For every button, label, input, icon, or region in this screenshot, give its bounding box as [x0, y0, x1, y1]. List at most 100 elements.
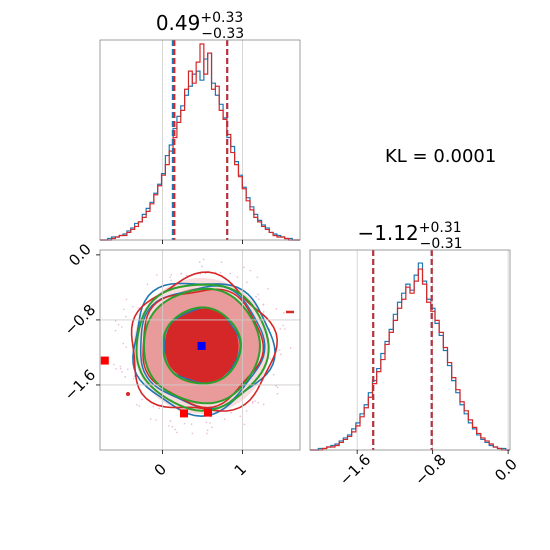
sample-dot — [230, 411, 232, 414]
sample-dot — [152, 405, 155, 408]
contour-green-inner — [161, 306, 242, 385]
sample-dot — [239, 415, 242, 418]
sample-dot — [136, 404, 138, 406]
sample-dot — [124, 376, 127, 378]
sample-dot — [201, 265, 203, 268]
sample-dot — [245, 410, 248, 412]
sample-dot — [262, 303, 265, 306]
sample-dot — [275, 308, 278, 310]
histogram-series-blue — [100, 52, 300, 241]
sample-dot — [119, 367, 122, 370]
y-tick-label: −0.8 — [61, 301, 99, 339]
sample-dot — [114, 320, 117, 322]
sample-dot — [168, 425, 170, 427]
sample-dot — [122, 342, 125, 345]
sample-dot — [125, 346, 127, 348]
sample-dot — [257, 298, 260, 300]
sample-dot — [262, 311, 265, 313]
sample-dot — [229, 272, 232, 275]
sample-dot — [267, 287, 269, 290]
title-value: −1.12 — [357, 221, 418, 245]
axes-frame — [309, 249, 511, 451]
sample-dot — [121, 371, 123, 373]
sample-dot — [269, 357, 271, 360]
sample-dot — [245, 281, 248, 284]
sample-dot — [149, 418, 152, 420]
sample-dot — [199, 273, 202, 275]
axes-frame — [99, 39, 301, 241]
blue-marker — [197, 341, 206, 350]
sample-dot — [174, 428, 176, 431]
sample-dot — [155, 274, 158, 276]
sample-dot — [190, 423, 193, 425]
sample-dot — [251, 402, 254, 404]
sample-dot — [132, 305, 134, 308]
sample-dot — [254, 400, 256, 402]
sample-dot — [170, 274, 173, 276]
red-marker — [180, 409, 188, 418]
sample-dot — [206, 432, 208, 435]
title-value: 0.49 — [156, 11, 201, 35]
panel-title-top-left: 0.49+0.33 −0.33 — [156, 10, 244, 42]
sample-dot — [202, 258, 205, 261]
panel-title-bottom-right: −1.12+0.31 −0.31 — [357, 220, 462, 252]
sample-dot — [282, 324, 285, 327]
title-minus: −0.31 — [420, 236, 463, 252]
sample-dot — [114, 329, 117, 332]
x-tick-label: 1 — [231, 460, 250, 479]
sample-dot — [272, 373, 275, 376]
sample-dot — [262, 403, 265, 406]
sample-dot — [249, 269, 252, 272]
sample-dot — [289, 347, 292, 349]
sample-dot — [284, 328, 286, 330]
x-tick-label: −0.8 — [411, 451, 449, 489]
x-tick-label: −1.6 — [336, 451, 374, 489]
outlier-dot — [126, 392, 130, 396]
sample-dot — [185, 274, 188, 277]
sample-dot — [171, 425, 174, 428]
x-tick-label: 0.0 — [491, 455, 521, 485]
sample-dot — [138, 405, 141, 407]
title-plus: +0.31 — [419, 220, 462, 236]
sample-dot — [257, 401, 260, 404]
y-tick-label: −1.6 — [61, 366, 99, 404]
sample-dot — [276, 392, 279, 395]
sample-dot — [122, 308, 125, 311]
sample-dot — [211, 426, 213, 429]
sample-dot — [243, 266, 245, 269]
sample-dot — [141, 398, 143, 401]
title-minus: −0.33 — [201, 26, 244, 42]
axes-frame — [99, 249, 301, 451]
sample-dot — [170, 279, 172, 282]
sample-dot — [158, 407, 160, 410]
sample-dot — [119, 365, 122, 368]
sample-dot — [198, 261, 201, 263]
sample-dot — [243, 423, 246, 426]
sample-dot — [279, 328, 281, 330]
sample-dot — [256, 276, 259, 278]
sample-dot — [269, 328, 271, 330]
contour-panel: 0 1 0.0 −0.8 −1.6 — [61, 240, 301, 480]
sample-dot — [252, 400, 254, 403]
sample-dot — [132, 377, 135, 380]
red-marker — [204, 408, 212, 417]
sample-dot — [219, 271, 222, 274]
sample-dot — [125, 298, 128, 301]
histogram-series-red — [100, 43, 300, 241]
histogram-series-red — [310, 268, 510, 451]
sample-dot — [255, 295, 257, 298]
sample-dot — [220, 261, 223, 264]
sample-dot — [180, 273, 182, 275]
sample-dot — [169, 276, 171, 278]
sample-dot — [120, 326, 123, 328]
title-plus: +0.33 — [200, 10, 243, 26]
sample-dot — [146, 283, 149, 286]
sample-dot — [257, 293, 259, 296]
histogram-top-left: 0.49+0.33 −0.33 — [99, 10, 301, 244]
sample-dot — [206, 429, 209, 432]
sample-dot — [276, 386, 279, 389]
kl-label: KL = 0.0001 — [385, 146, 497, 167]
sample-dot — [191, 432, 194, 435]
sample-dot — [169, 420, 172, 422]
